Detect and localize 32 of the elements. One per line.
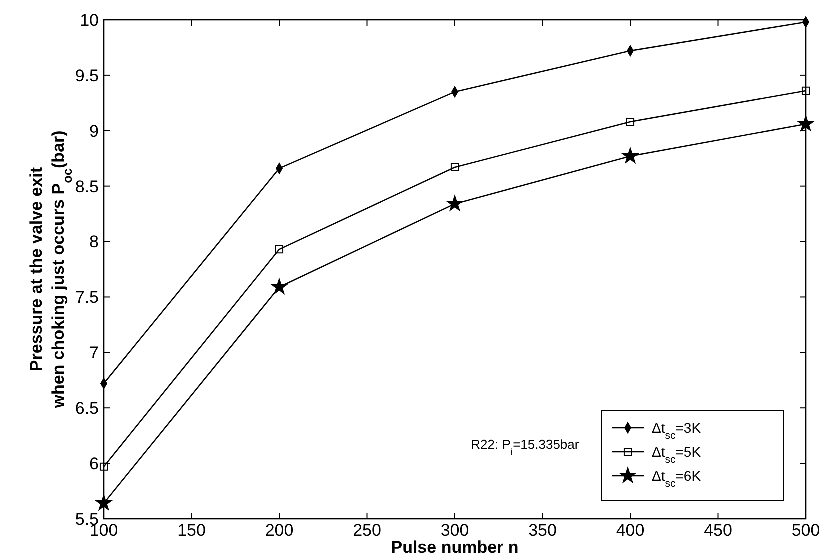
y-tick-label: 8.5 <box>75 177 99 196</box>
legend-label: Δt$_{sc}$=3K <box>652 420 702 442</box>
x-tick-label: 150 <box>178 521 206 540</box>
y-tick-label: 6 <box>90 454 99 474</box>
point <box>96 495 112 510</box>
x-tick-label: 300 <box>440 521 470 540</box>
point <box>450 163 460 172</box>
x-tick-label: 200 <box>265 521 294 540</box>
y-tick-label: 7.5 <box>75 288 99 308</box>
x-tick-label: 250 <box>353 521 382 540</box>
y-tick-label: 9.5 <box>75 66 99 86</box>
legend-label: Δt$_{sc}$=5K <box>652 444 702 466</box>
y-tick-label: 6.5 <box>75 399 99 418</box>
legend-label: Δt$_{sc}$=6K <box>652 468 702 490</box>
x-tick-label: 400 <box>616 521 645 540</box>
point <box>100 462 108 471</box>
point <box>802 86 810 96</box>
x-tick-label: 500 <box>792 521 820 540</box>
y-tick-label: 8 <box>90 232 99 252</box>
point <box>275 246 284 254</box>
y-tick-label: 9 <box>90 122 99 141</box>
point <box>271 278 288 294</box>
point <box>798 116 814 132</box>
annotation: R22: P$_{i}$=15.335bar <box>471 437 580 458</box>
point <box>622 148 639 164</box>
x-axis-title: Pulse number n <box>391 538 519 557</box>
y-tick-label: 10 <box>80 10 99 30</box>
y-tick-label: 7 <box>90 344 99 363</box>
point <box>446 196 464 211</box>
x-tick-label: 350 <box>528 521 557 540</box>
x-tick-label: 450 <box>704 521 732 540</box>
point <box>626 118 635 126</box>
